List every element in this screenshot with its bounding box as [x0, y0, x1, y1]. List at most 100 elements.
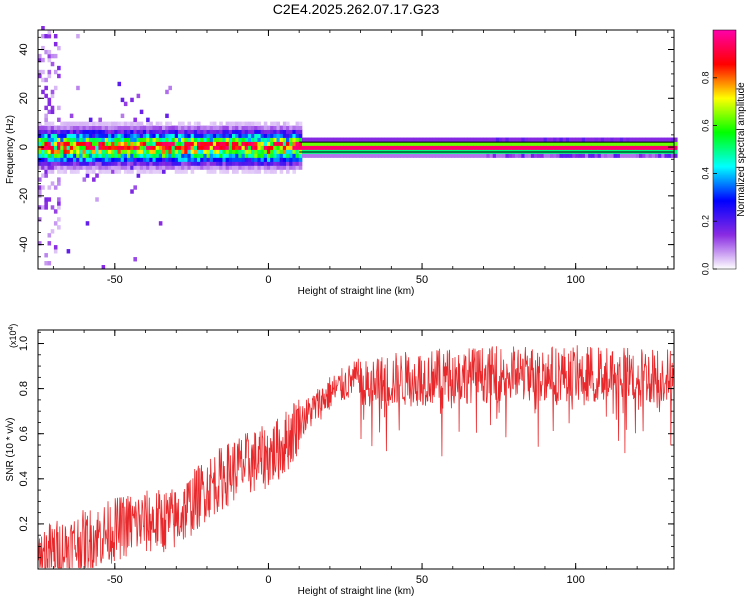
spectrogram-cell: [292, 125, 296, 130]
spectrogram-cell: [57, 217, 61, 222]
spectrogram-cell: [489, 145, 494, 150]
spectrogram-cell: [200, 141, 204, 146]
spectrogram-cell: [72, 141, 77, 146]
spectrogram-cell: [413, 153, 417, 158]
spectrogram-cell: [50, 93, 55, 99]
spectrogram-cell: [120, 133, 125, 138]
spectrogram-cell: [410, 137, 414, 142]
spectrogram-cell: [549, 145, 554, 150]
spectrogram-cell: [72, 165, 77, 170]
spectrogram-cell: [95, 173, 99, 178]
spectrogram-cell: [400, 145, 405, 150]
spectrogram-cell: [445, 145, 449, 150]
spectrogram-cell: [111, 141, 115, 146]
snr-x-tick-label: 100: [567, 574, 585, 586]
spectrogram-cell: [562, 141, 567, 146]
spectrogram-cell: [565, 141, 570, 146]
spectrogram-cell: [114, 149, 118, 154]
spectrogram-cell: [107, 165, 112, 170]
spectrogram-cell: [66, 145, 71, 150]
spectrogram-cell: [76, 141, 80, 146]
spectrogram-cell: [168, 145, 172, 150]
spectrogram-cell: [486, 145, 490, 150]
spectrogram-cell: [50, 145, 55, 150]
spectrogram-cell: [95, 125, 99, 130]
spectrogram-cell: [69, 145, 74, 150]
spectrogram-cell: [47, 97, 52, 103]
spectrogram-cell: [597, 153, 602, 158]
spectrogram-cell: [158, 137, 163, 142]
spectrogram-cell: [546, 153, 551, 158]
spectrogram-cell: [123, 149, 128, 154]
spectrogram-cell: [292, 165, 296, 170]
spectrogram-cell: [645, 153, 649, 158]
spectrogram-cell: [44, 205, 48, 210]
spectrogram-cell: [101, 165, 106, 170]
spectrogram-cell: [120, 149, 125, 154]
spectrogram-cell: [521, 141, 525, 146]
spectrogram-cell: [289, 153, 293, 158]
spectrogram-cell: [289, 129, 293, 134]
spectrogram-cell: [66, 121, 71, 126]
colorbar-gradient: [712, 29, 737, 270]
spectrogram-cell: [356, 145, 360, 150]
spectrogram-cell: [88, 117, 93, 123]
spectrogram-cell: [266, 145, 271, 150]
spectrogram-cell: [502, 141, 506, 146]
spectrogram-cell: [257, 169, 261, 174]
spectrogram-cell: [231, 153, 236, 158]
spectrogram-cell: [111, 121, 115, 126]
spectrogram-cell: [107, 125, 112, 130]
spectrogram-cell: [607, 153, 611, 158]
spectrogram-cell: [257, 145, 261, 150]
spectrogram-cell: [47, 141, 52, 146]
spectrogram-cell: [270, 161, 274, 166]
spectrogram-cell: [292, 157, 296, 162]
spectrogram-cell: [152, 133, 157, 138]
spectrogram-cell: [467, 141, 471, 146]
spectrogram-cell: [107, 169, 112, 174]
spectrogram-cell: [209, 141, 214, 146]
spectrogram-cell: [146, 121, 150, 126]
spectrogram-cell: [123, 145, 128, 150]
spectrogram-cell: [416, 137, 420, 142]
spectrogram-cell: [413, 145, 417, 150]
spectrogram-cell: [530, 137, 535, 142]
spectrogram-cell: [521, 145, 525, 150]
spectrogram-cell: [66, 141, 71, 146]
spectrogram-cell: [209, 125, 214, 130]
spectrogram-cell: [235, 129, 239, 134]
spectrogram-cell: [241, 161, 246, 166]
spectrogram-cell: [79, 125, 83, 130]
spectrogram-cell: [162, 129, 166, 134]
spectrogram-cell: [413, 137, 417, 142]
spectrogram-cell: [241, 121, 246, 126]
spectrogram-cell: [445, 141, 449, 146]
snr-series-line: [38, 345, 674, 569]
spectrogram-cell: [123, 101, 128, 107]
spectrogram-cell: [572, 153, 576, 158]
spectrogram-cell: [266, 169, 271, 174]
spectrogram-cell: [177, 145, 182, 150]
spectrogram-cell: [305, 137, 309, 142]
spectrogram-cell: [460, 137, 465, 142]
spectrogram-cell: [216, 137, 220, 142]
spectrogram-cell: [664, 145, 669, 150]
spectrogram-cell: [63, 161, 68, 166]
spectrogram-cell: [286, 169, 290, 174]
spectrogram-cell: [244, 157, 249, 162]
spectrogram-cell: [101, 129, 106, 134]
spectrogram-cell: [181, 165, 185, 170]
spectrogram-y-label: Frequency (Hz): [5, 115, 16, 184]
spectrogram-cell: [149, 165, 153, 170]
spectrogram-cell: [76, 161, 80, 166]
spectrogram-cell: [69, 129, 74, 134]
spectrogram-cell: [193, 137, 198, 142]
spectrogram-cell: [429, 153, 433, 158]
spectrogram-cell: [181, 149, 185, 154]
spectrogram-cell: [130, 169, 134, 174]
spectrogram-cell: [260, 137, 265, 142]
spectrogram-cell: [384, 153, 389, 158]
spectrogram-cell: [212, 137, 217, 142]
spectrogram-cell: [324, 153, 328, 158]
